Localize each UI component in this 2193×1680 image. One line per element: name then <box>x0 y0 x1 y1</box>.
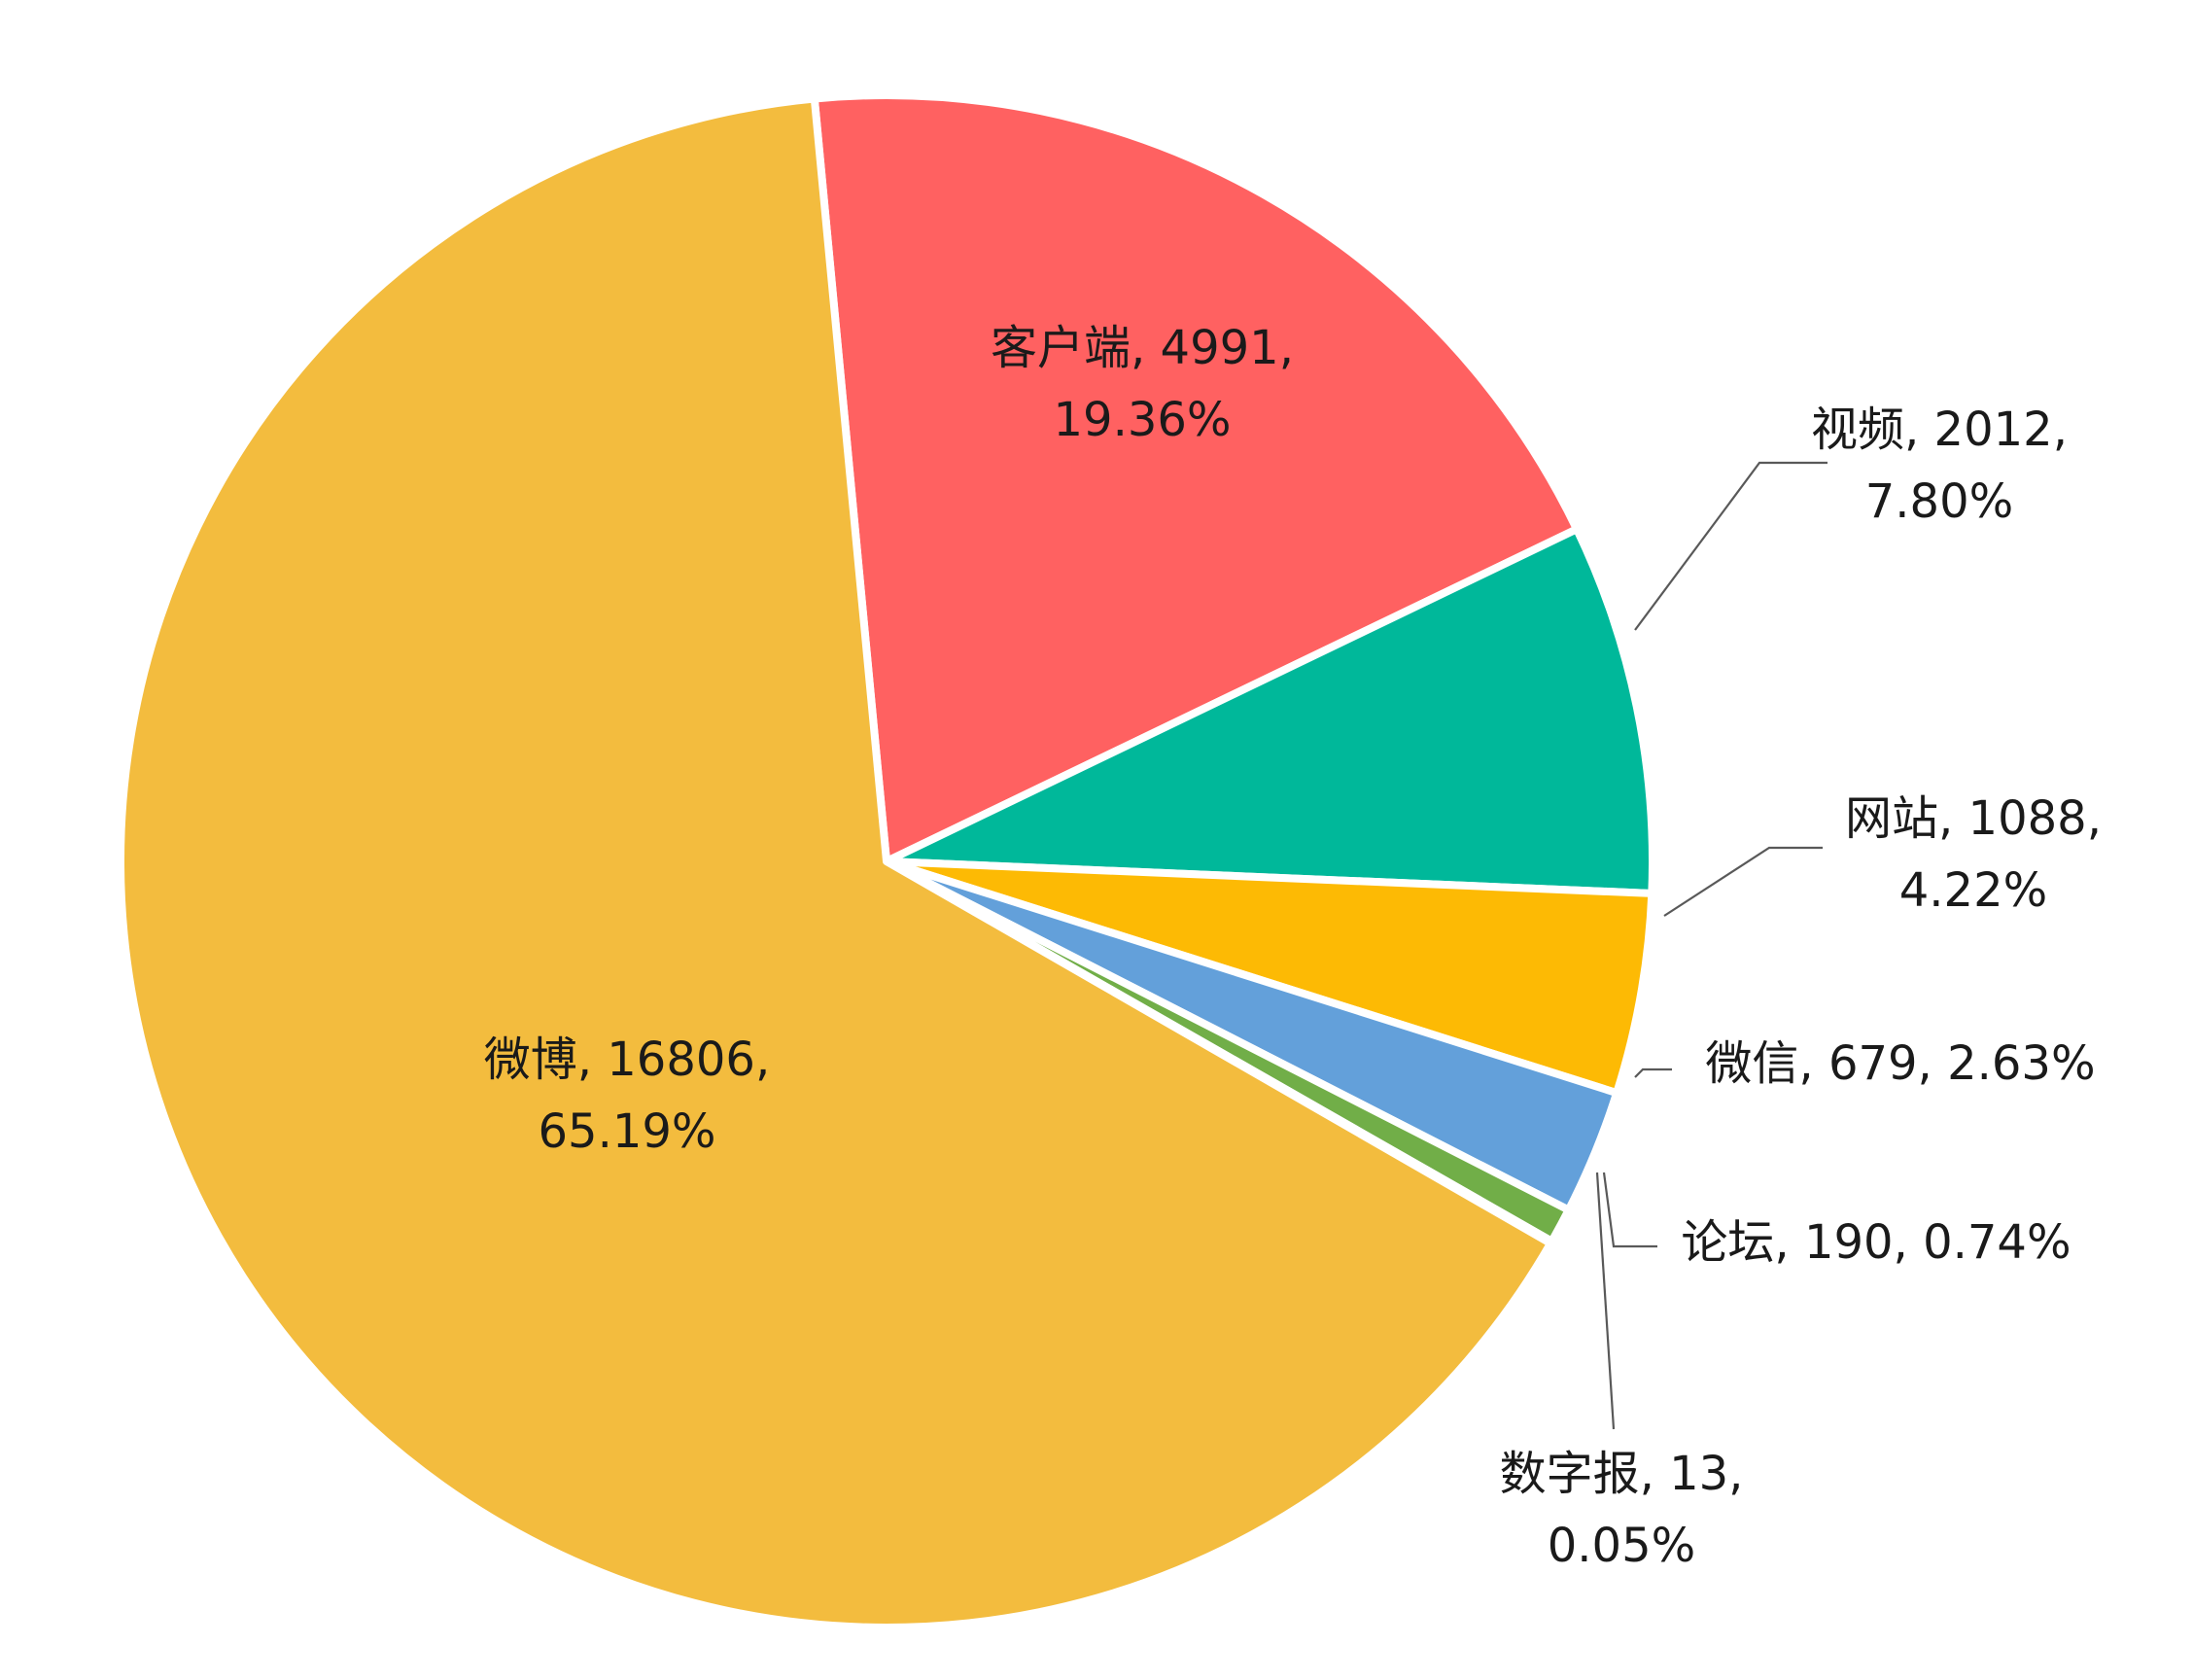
data-label-line1-3: 网站, 1088, <box>1845 791 2102 846</box>
data-labels: 客户端, 4991, 19.36% 视频, 2012, 7.80% 网站, 1088, 4… <box>484 321 2102 1573</box>
pie-slices <box>117 91 1656 1631</box>
leader-line-5 <box>1602 1172 1657 1248</box>
data-label-line2-7: 65.19% <box>538 1104 715 1159</box>
leader-line-4 <box>1634 1068 1672 1078</box>
data-label-line2-3: 4.22% <box>1899 863 2047 918</box>
data-label-line1-7: 微博, 16806, <box>484 1032 770 1087</box>
leader-line-6 <box>1595 1172 1616 1430</box>
data-label-line2-2: 7.80% <box>1865 474 2013 529</box>
data-label-line2-1: 19.36% <box>1053 393 1231 447</box>
pie-slice-1 <box>810 91 1582 865</box>
data-label-line1-4: 微信, 679, 2.63% <box>1705 1036 2095 1091</box>
leader-line-2 <box>1634 461 1828 631</box>
data-label-line1-5: 论坛, 190, 0.74% <box>1681 1215 2071 1270</box>
data-label-line1-2: 视频, 2012, <box>1811 402 2068 457</box>
data-label-line2-6: 0.05% <box>1548 1519 1695 1573</box>
leader-lines <box>1595 461 1828 1430</box>
leader-line-3 <box>1663 846 1823 917</box>
data-label-line1-1: 客户端, 4991, <box>991 321 1294 375</box>
data-label-line1-6: 数字报, 13, <box>1500 1447 1744 1501</box>
pie-slice-7 <box>117 94 1555 1631</box>
pie-slice-2 <box>883 525 1656 897</box>
